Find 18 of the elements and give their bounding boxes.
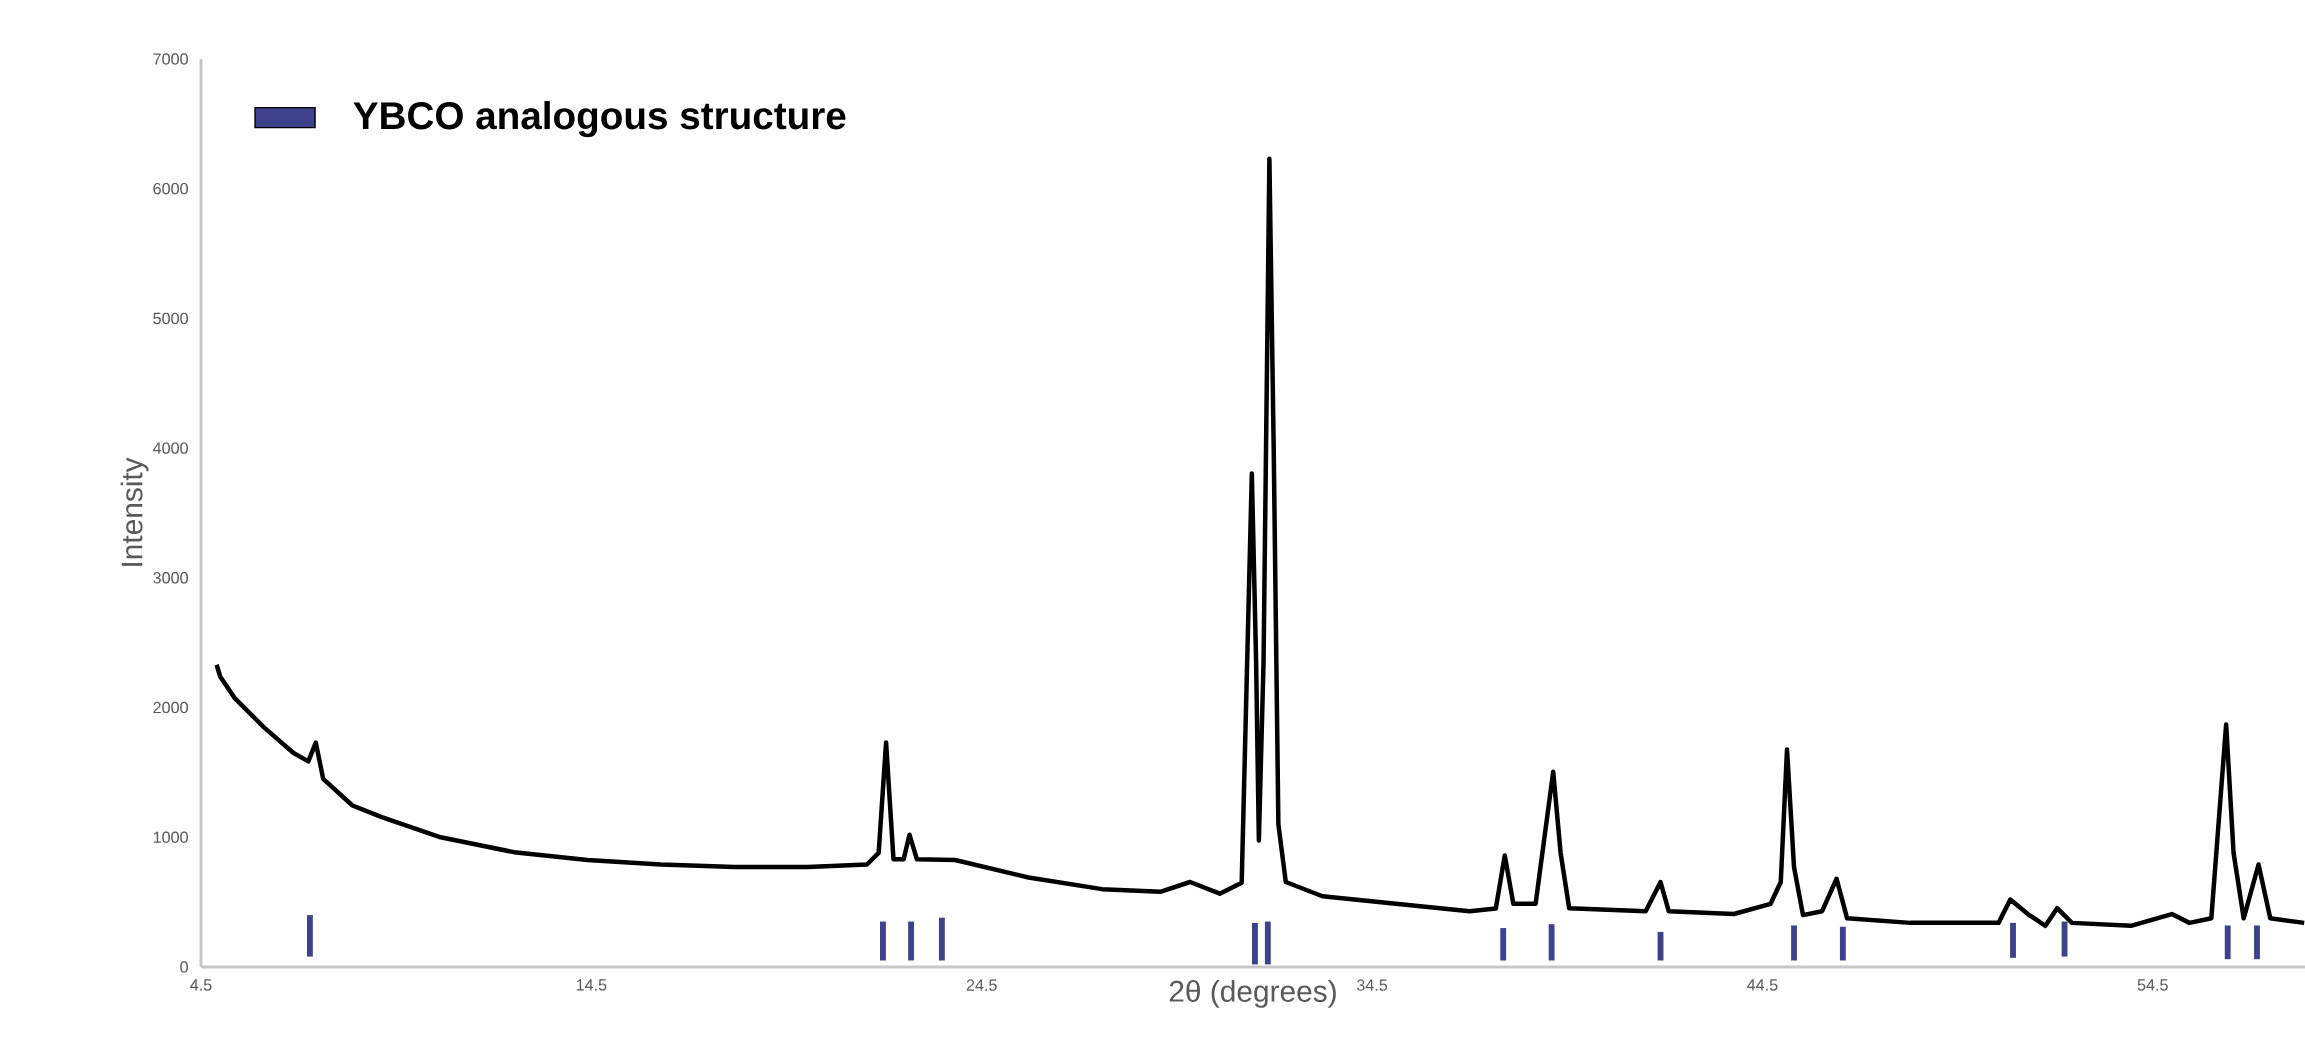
line-series (214, 156, 2305, 929)
y-tick-label: 7000 (153, 53, 188, 65)
y-tick-label: 2000 (153, 701, 188, 714)
legend-label: YBCO analogous structure (353, 101, 846, 138)
y-tick-label: 5000 (153, 312, 188, 325)
y-tick-label: 4000 (153, 442, 188, 454)
y-axis-title: Intensity (120, 457, 149, 566)
x-tick-label: 14.5 (576, 979, 607, 991)
y-tick-label: 0 (180, 961, 188, 973)
y-tick-label: 3000 (153, 572, 188, 584)
x-tick-label: 24.5 (966, 979, 997, 991)
x-tick-label: 44.5 (1747, 979, 1778, 991)
x-tick-label: 34.5 (1356, 979, 1388, 991)
x-tick-label: 54.5 (2137, 979, 2168, 991)
y-tick-label: 6000 (153, 182, 188, 195)
x-tick-label: 4.5 (190, 979, 212, 991)
x-axis-title: 2θ (degrees) (1169, 979, 1336, 1008)
y-tick-label: 1000 (153, 831, 188, 843)
